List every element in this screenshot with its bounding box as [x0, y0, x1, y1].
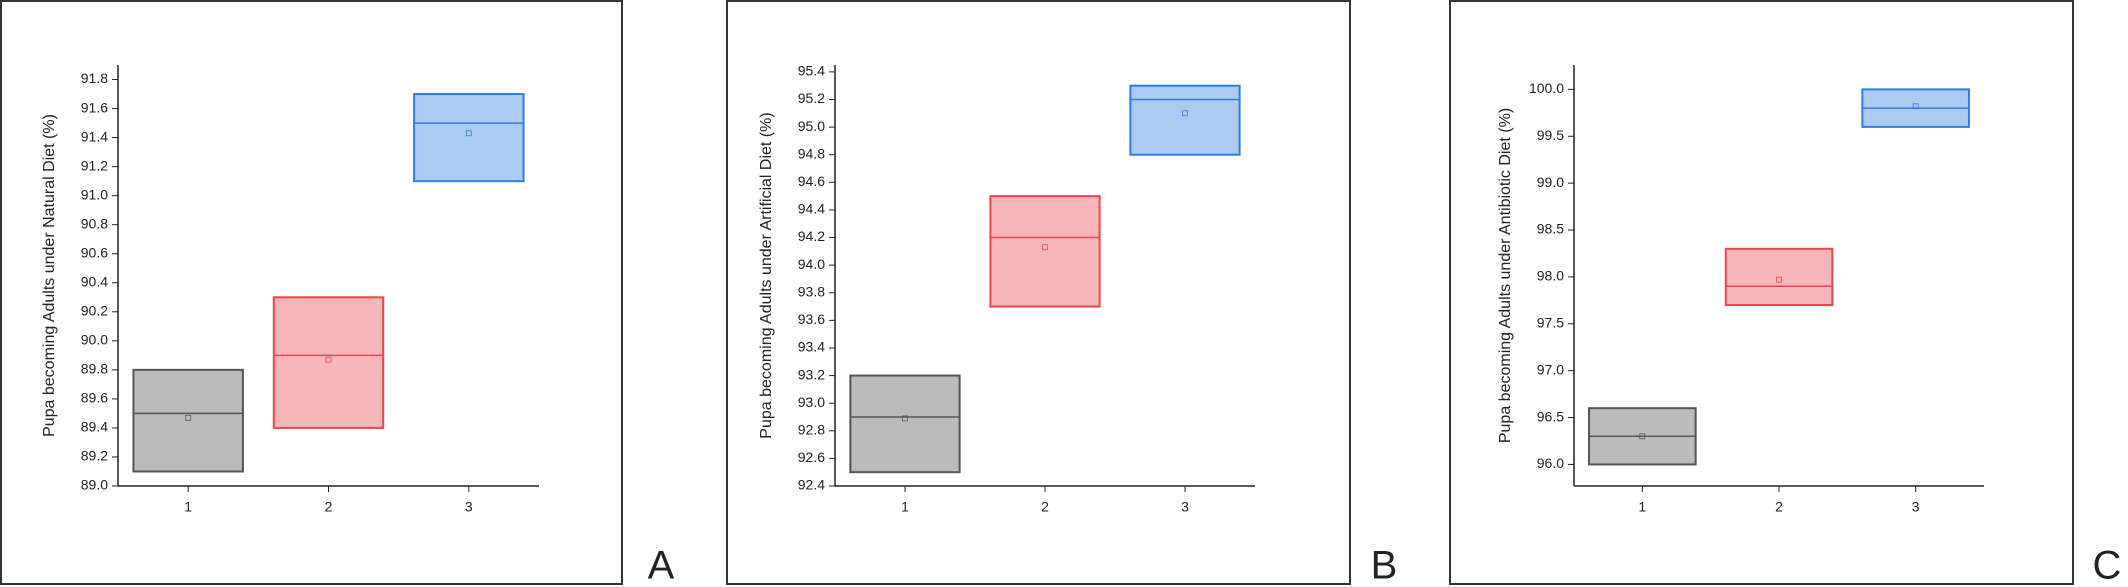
x-tick-label: 2	[1041, 499, 1049, 515]
y-tick-label: 94.8	[798, 145, 825, 161]
box	[413, 93, 525, 183]
mean-marker	[1639, 433, 1646, 440]
x-tick-label: 3	[1912, 499, 1920, 515]
y-tick-label: 90.2	[81, 302, 108, 318]
y-axis-label: Pupa becoming Adults under Antibiotic Di…	[1497, 108, 1514, 443]
y-tick-label: 91.2	[81, 157, 108, 173]
x-tick-label: 2	[325, 499, 333, 515]
y-tick-label: 90.6	[81, 244, 108, 260]
box	[1129, 84, 1241, 156]
y-tick-label: 93.4	[798, 339, 825, 355]
y-tick-label: 89.0	[81, 477, 108, 493]
y-tick-label: 91.6	[81, 99, 108, 115]
mean-marker	[902, 415, 908, 422]
y-tick-label: 93.8	[798, 283, 825, 299]
panel-label: B	[1371, 544, 1398, 587]
box	[989, 195, 1101, 308]
y-tick-label: 91.0	[81, 186, 108, 202]
y-tick-label: 96.0	[1537, 455, 1564, 471]
panel-label: A	[648, 544, 675, 587]
box	[849, 374, 961, 474]
y-tick-label: 97.0	[1537, 361, 1564, 377]
box	[272, 296, 385, 429]
y-tick-label: 93.2	[798, 366, 825, 382]
y-tick-label: 94.6	[798, 173, 825, 189]
y-tick-label: 96.5	[1537, 408, 1564, 424]
mean-marker	[185, 414, 192, 421]
x-tick-label: 3	[1181, 499, 1189, 515]
mean-marker	[1042, 244, 1048, 251]
y-tick-label: 92.8	[798, 421, 825, 437]
mean-marker	[325, 356, 332, 363]
y-tick-label: 97.5	[1537, 314, 1564, 330]
y-tick-label: 89.4	[81, 419, 108, 435]
y-tick-label: 91.8	[81, 70, 108, 86]
x-tick-label: 1	[901, 499, 909, 515]
y-tick-label: 92.4	[798, 477, 825, 493]
y-tick-label: 89.2	[81, 448, 108, 464]
y-tick-label: 90.8	[81, 215, 108, 231]
y-axis-label: Pupa becoming Adults under Artificial Di…	[758, 112, 775, 438]
y-tick-label: 100.0	[1529, 80, 1564, 96]
panel-label: C	[2093, 544, 2122, 587]
y-tick-label: 94.0	[798, 256, 825, 272]
x-tick-label: 1	[1638, 499, 1646, 515]
y-tick-label: 99.0	[1537, 174, 1564, 190]
y-tick-label: 89.6	[81, 390, 108, 406]
y-tick-label: 98.0	[1537, 268, 1564, 284]
y-tick-label: 91.4	[81, 128, 108, 144]
y-tick-label: 95.2	[798, 90, 825, 106]
y-tick-label: 93.0	[798, 394, 825, 410]
y-tick-label: 99.5	[1537, 127, 1564, 143]
y-tick-label: 95.4	[798, 63, 825, 79]
y-tick-label: 94.2	[798, 228, 825, 244]
y-tick-label: 89.8	[81, 361, 108, 377]
y-tick-label: 90.4	[81, 273, 108, 289]
mean-marker	[465, 130, 472, 137]
y-axis-label: Pupa becoming Adults under Natural Diet …	[41, 114, 58, 437]
x-tick-label: 3	[465, 499, 473, 515]
y-tick-label: 92.6	[798, 449, 825, 465]
y-tick-label: 93.6	[798, 311, 825, 327]
mean-marker	[1776, 276, 1782, 283]
box	[132, 368, 244, 473]
y-tick-label: 95.0	[798, 118, 825, 134]
mean-marker	[1912, 103, 1919, 110]
x-tick-label: 1	[184, 499, 192, 515]
panel-frame	[0, 0, 623, 585]
y-tick-label: 94.4	[798, 201, 825, 217]
panel-frame	[1449, 0, 2074, 585]
y-tick-label: 90.0	[81, 332, 108, 348]
mean-marker	[1182, 110, 1188, 117]
x-tick-label: 2	[1775, 499, 1783, 515]
y-tick-label: 98.5	[1537, 221, 1564, 237]
panel-frame	[726, 0, 1351, 585]
